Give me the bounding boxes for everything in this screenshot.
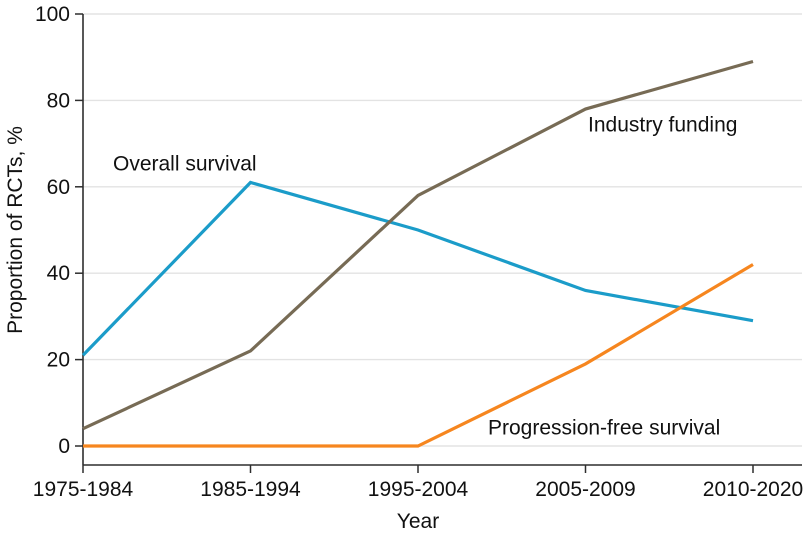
x-tick-label: 1975-1984 [33,478,134,501]
y-tick-label: 20 [47,349,70,372]
series-label: Industry funding [588,114,737,137]
x-tick-label: 1995-2004 [368,478,469,501]
series-line-overall-survival [81,180,754,357]
series-line-progression-free-survival [83,263,754,448]
y-axis-title: Proportion of RCTs, % [4,126,27,334]
x-tick-label: 2010-2020 [703,478,803,501]
series-label: Overall survival [113,153,257,176]
series-label: Progression-free survival [488,417,720,440]
x-tick-label: 1985-1994 [200,478,301,501]
y-tick-label: 0 [58,435,70,458]
y-tick-label: 60 [47,176,70,199]
y-tick-label: 100 [35,3,70,26]
x-tick-label: 2005-2009 [535,478,635,501]
y-tick-label: 80 [47,89,70,112]
series-line-industry-funding [82,59,754,431]
y-tick-label: 40 [47,262,70,285]
x-axis-title: Year [397,510,439,533]
